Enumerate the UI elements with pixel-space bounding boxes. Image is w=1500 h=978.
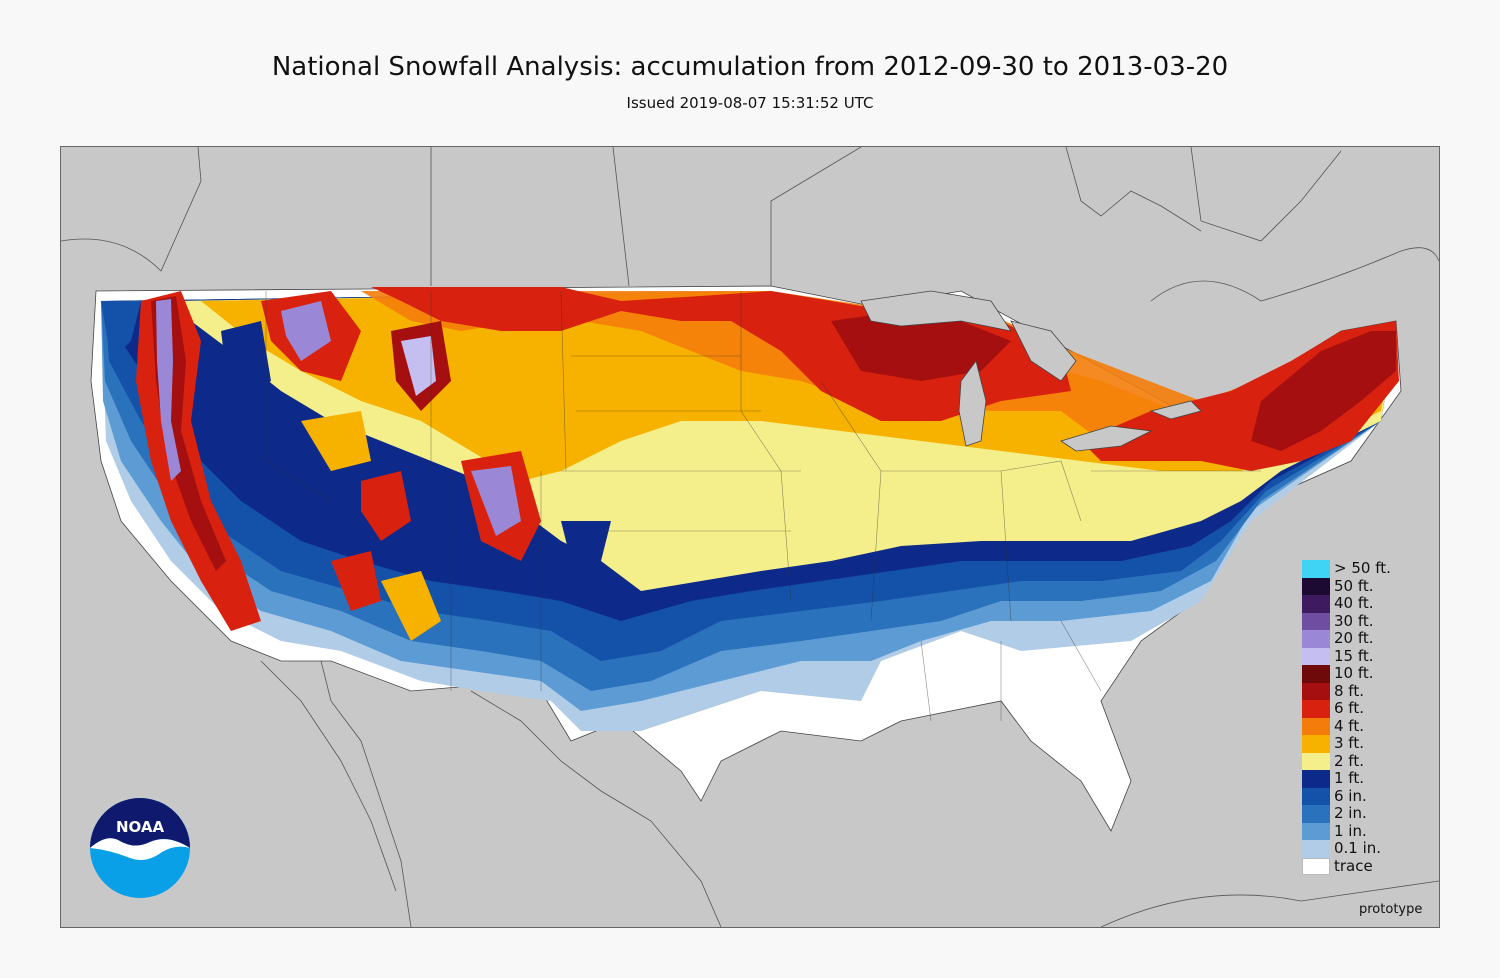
legend-label: 3 ft. [1334, 734, 1364, 753]
color-legend: > 50 ft. 50 ft. 40 ft. 30 ft. 20 ft. 15 ft. 10… [1302, 560, 1422, 875]
legend-swatch [1302, 700, 1330, 718]
legend-label: 40 ft. [1334, 594, 1374, 613]
legend-label: 15 ft. [1334, 646, 1374, 665]
legend-swatch [1302, 717, 1330, 735]
legend-label: trace [1334, 856, 1373, 875]
issued-timestamp: Issued 2019-08-07 15:31:52 UTC [626, 94, 874, 112]
map-frame [60, 146, 1440, 928]
legend-label: 1 in. [1334, 821, 1367, 840]
country-borders [61, 147, 1439, 927]
western-mountain-snow [101, 291, 611, 641]
legend-swatch [1302, 630, 1330, 648]
legend-swatch [1302, 612, 1330, 630]
legend-label: 2 ft. [1334, 751, 1364, 770]
legend-swatch [1302, 735, 1330, 753]
legend-item: 50 ft. [1302, 576, 1422, 595]
legend-label: 8 ft. [1334, 681, 1364, 700]
legend-label: > 50 ft. [1334, 559, 1391, 578]
legend-swatch [1302, 577, 1330, 595]
legend-item: 4 ft. [1302, 716, 1422, 735]
legend-swatch [1302, 595, 1330, 613]
legend-swatch [1302, 770, 1330, 788]
legend-label: 6 in. [1334, 786, 1367, 805]
band-8ft-superior [831, 311, 1011, 381]
legend-label: 30 ft. [1334, 611, 1374, 630]
legend-item: 40 ft. [1302, 595, 1422, 613]
legend-label: 4 ft. [1334, 716, 1364, 735]
legend-item: 30 ft. [1302, 611, 1422, 630]
legend-label: 0.1 in. [1334, 839, 1382, 858]
legend-label: 50 ft. [1334, 576, 1374, 595]
great-lakes [860, 290, 1202, 452]
legend-item: trace [1302, 856, 1422, 875]
legend-item: 8 ft. [1302, 681, 1422, 700]
legend-item: 6 ft. [1302, 700, 1422, 718]
legend-swatch [1302, 822, 1330, 840]
legend-item: 3 ft. [1302, 735, 1422, 753]
band-8ft-maine [1251, 331, 1396, 451]
legend-label: 2 in. [1334, 804, 1367, 823]
legend-swatch [1302, 787, 1330, 805]
legend-item: 6 in. [1302, 786, 1422, 805]
legend-item: 2 ft. [1302, 751, 1422, 770]
legend-label: 1 ft. [1334, 769, 1364, 788]
legend-label: 6 ft. [1334, 699, 1364, 718]
legend-item: 15 ft. [1302, 646, 1422, 665]
legend-item: 1 in. [1302, 821, 1422, 840]
legend-swatch [1302, 647, 1330, 665]
legend-swatch [1302, 805, 1330, 823]
state-borders [265, 290, 1261, 722]
legend-swatch [1302, 682, 1330, 700]
legend-swatch [1302, 752, 1330, 770]
legend-item: 10 ft. [1302, 665, 1422, 683]
map-title: National Snowfall Analysis: accumulation… [271, 52, 1229, 82]
legend-swatch [1302, 840, 1330, 858]
noaa-logo-text: NOAA [116, 818, 165, 836]
legend-item: > 50 ft. [1302, 560, 1422, 578]
legend-swatch [1302, 665, 1330, 683]
prototype-label: prototype [1359, 902, 1423, 917]
legend-item: 1 ft. [1302, 770, 1422, 788]
legend-item: 2 in. [1302, 805, 1422, 823]
legend-swatch [1302, 560, 1330, 578]
legend-label: 20 ft. [1334, 629, 1374, 648]
legend-item: 20 ft. [1302, 630, 1422, 648]
legend-item: 0.1 in. [1302, 840, 1422, 858]
legend-swatch [1302, 857, 1330, 875]
noaa-logo-icon: NOAA [88, 796, 192, 904]
snowfall-map [61, 147, 1439, 927]
legend-label: 10 ft. [1334, 664, 1374, 683]
